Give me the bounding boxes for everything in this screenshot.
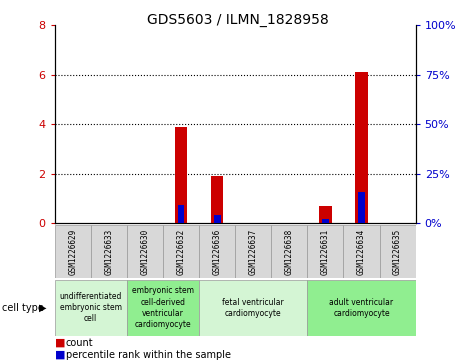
Bar	[307, 280, 416, 336]
Text: cell type: cell type	[2, 303, 44, 313]
Bar	[319, 206, 332, 223]
Text: ■: ■	[55, 338, 65, 348]
Bar	[127, 225, 163, 278]
Text: GSM1226631: GSM1226631	[321, 228, 330, 274]
Bar	[214, 215, 220, 223]
Bar	[175, 127, 187, 223]
Text: count: count	[66, 338, 93, 348]
Bar	[322, 219, 329, 223]
Bar	[380, 225, 416, 278]
Text: GDS5603 / ILMN_1828958: GDS5603 / ILMN_1828958	[147, 13, 328, 27]
Bar	[127, 280, 199, 336]
Bar	[55, 225, 91, 278]
Text: embryonic stem
cell-derived
ventricular
cardiomyocyte: embryonic stem cell-derived ventricular …	[132, 286, 194, 329]
Bar	[307, 225, 343, 278]
Bar	[358, 192, 365, 223]
Text: GSM1226633: GSM1226633	[104, 228, 113, 274]
Text: GSM1226634: GSM1226634	[357, 228, 366, 274]
Text: GSM1226632: GSM1226632	[177, 228, 185, 274]
Text: ■: ■	[55, 350, 65, 360]
Bar	[91, 225, 127, 278]
Bar	[271, 225, 307, 278]
Text: ▶: ▶	[39, 303, 47, 313]
Text: GSM1226635: GSM1226635	[393, 228, 402, 274]
Bar	[163, 225, 199, 278]
Text: undifferentiated
embryonic stem
cell: undifferentiated embryonic stem cell	[59, 292, 122, 323]
Bar	[355, 72, 368, 223]
Text: GSM1226636: GSM1226636	[213, 228, 221, 274]
Text: adult ventricular
cardiomyocyte: adult ventricular cardiomyocyte	[330, 298, 393, 318]
Bar	[55, 280, 127, 336]
Text: percentile rank within the sample: percentile rank within the sample	[66, 350, 230, 360]
Bar	[199, 225, 235, 278]
Text: fetal ventricular
cardiomyocyte: fetal ventricular cardiomyocyte	[222, 298, 284, 318]
Text: GSM1226638: GSM1226638	[285, 228, 294, 274]
Text: GSM1226629: GSM1226629	[68, 228, 77, 274]
Text: GSM1226637: GSM1226637	[249, 228, 257, 274]
Bar	[199, 280, 307, 336]
Bar	[178, 205, 184, 223]
Bar	[343, 225, 380, 278]
Bar	[211, 176, 223, 223]
Bar	[235, 225, 271, 278]
Text: GSM1226630: GSM1226630	[141, 228, 149, 274]
